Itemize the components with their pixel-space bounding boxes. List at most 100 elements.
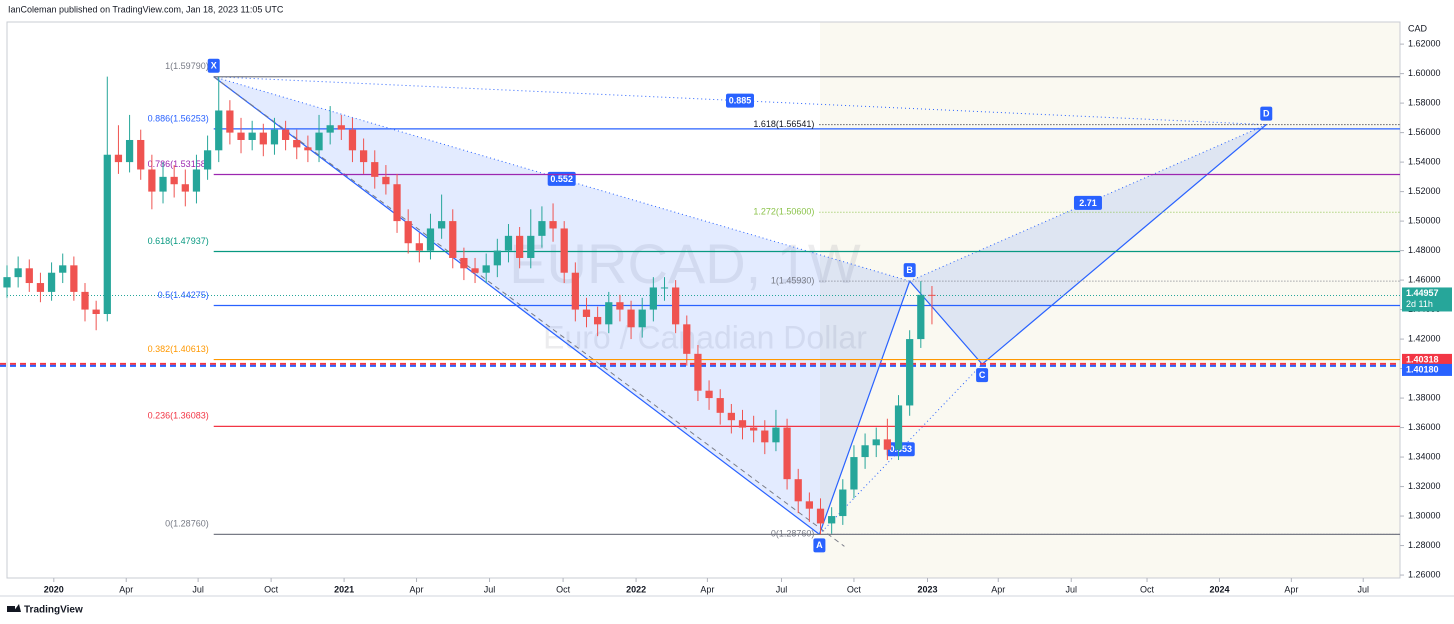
candle-body [326, 125, 334, 133]
candle-body [3, 277, 11, 288]
x-tick-label: Jul [192, 584, 204, 594]
y-tick-label: 1.38000 [1408, 392, 1441, 402]
candle-body [761, 430, 769, 443]
candle-body [382, 176, 390, 185]
candle-body [738, 420, 747, 428]
candle-body [716, 398, 724, 413]
candle-body [404, 221, 412, 244]
shaded-region [820, 22, 1400, 578]
price-tag-label: 1.44957 [1406, 288, 1439, 298]
candle-body [493, 250, 501, 266]
candle-body [270, 129, 279, 145]
fib-label: 0.786(1.53158) [148, 159, 209, 169]
y-tick-label: 1.34000 [1408, 451, 1441, 461]
ratio-box [725, 93, 754, 108]
x-tick-label: Jul [776, 584, 788, 594]
candle-body [750, 427, 758, 431]
ratio-box [1073, 195, 1102, 210]
candle-body [426, 228, 435, 251]
candle-body [70, 265, 78, 292]
fib-extension-label: 0(1.28760) [771, 529, 815, 539]
pattern-point-label: A [816, 540, 823, 550]
watermark: EURCAD, 1W [509, 232, 861, 295]
x-tick-label: Apr [410, 584, 424, 594]
y-tick-label: 1.62000 [1408, 38, 1441, 48]
candle-body [794, 479, 802, 502]
ratio-label: 0.552 [550, 174, 573, 184]
x-tick-label: Oct [1140, 584, 1155, 594]
candle-body [894, 405, 903, 450]
x-tick-label: Jul [1065, 584, 1077, 594]
candle-body [694, 353, 702, 391]
x-tick-label: Apr [119, 584, 133, 594]
pattern-point-box [813, 538, 826, 553]
candle-body [103, 154, 111, 315]
fib-extension-label: 1(1.45930) [771, 275, 815, 285]
candle-body [181, 184, 189, 192]
y-tick-label: 1.46000 [1408, 274, 1441, 284]
candle-body [159, 176, 167, 192]
ratio-label: 2.71 [1079, 198, 1097, 208]
candle-body [304, 147, 312, 151]
candle-body [805, 501, 813, 509]
ratio-line [819, 363, 983, 535]
price-tag-label: 1.40318 [1406, 354, 1439, 364]
candle-body [516, 235, 524, 258]
candle-body [549, 221, 557, 229]
candle-body [81, 291, 89, 310]
candle-body [672, 287, 680, 325]
candle-body [460, 257, 468, 269]
price-tag-box [1402, 287, 1452, 312]
fib-label: 0.886(1.56253) [148, 113, 209, 123]
y-tick-label: 1.48000 [1408, 245, 1441, 255]
candle-body [259, 132, 267, 145]
plot-frame [6, 21, 1401, 579]
candle-body [471, 268, 479, 273]
candle-body [839, 489, 847, 517]
price-tag-box [1402, 353, 1452, 366]
candle-body [928, 294, 936, 296]
candle-body [605, 302, 613, 325]
pattern-point-box [976, 368, 989, 383]
x-tick-label: 2022 [626, 584, 646, 594]
candle-body [315, 132, 323, 151]
y-tick-label: 1.26000 [1408, 569, 1441, 579]
pattern-point-box [903, 263, 916, 278]
x-tick-label: Oct [556, 584, 571, 594]
price-tag-sub: 2d 11h [1406, 299, 1433, 309]
candle-body [125, 139, 134, 163]
candle-body [59, 265, 67, 273]
candle-body [571, 272, 579, 310]
candle-body [861, 445, 869, 458]
candle-body [92, 309, 100, 315]
candle-body [828, 516, 836, 524]
candle-body [437, 221, 446, 229]
candle-body [359, 150, 368, 163]
candle-body [917, 294, 925, 340]
pattern-leg [818, 280, 911, 535]
candle-body [538, 221, 546, 236]
y-tick-label: 1.42000 [1408, 333, 1441, 343]
candle-body [449, 221, 457, 258]
candle-body [203, 150, 212, 170]
candle-body [281, 129, 290, 140]
pattern-leg [981, 124, 1267, 365]
candle-body [649, 287, 657, 310]
candle-body [47, 272, 56, 292]
candle-body [482, 265, 490, 273]
candle-body [883, 439, 891, 450]
pattern-point-box [207, 58, 220, 73]
candle-body [772, 427, 780, 443]
candle-body [504, 235, 513, 251]
fib-label: 0.618(1.47937) [148, 236, 209, 246]
ratio-line [909, 124, 1267, 282]
candle-body [14, 268, 22, 278]
fib-label: 1(1.59790) [165, 61, 209, 71]
candle-body [170, 176, 178, 185]
x-tick-label: Jul [1357, 584, 1369, 594]
x-tick-label: 2023 [917, 584, 937, 594]
candle-body [683, 324, 691, 354]
y-tick-label: 1.28000 [1408, 540, 1441, 550]
y-tick-label: 1.32000 [1408, 481, 1441, 491]
